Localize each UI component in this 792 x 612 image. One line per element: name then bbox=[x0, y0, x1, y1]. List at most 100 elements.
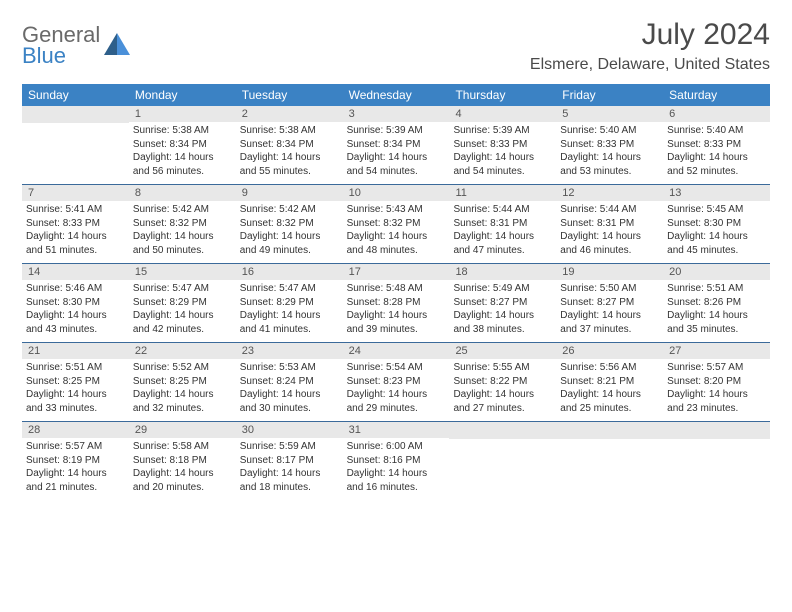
day-number: 11 bbox=[449, 185, 556, 201]
day-details: Sunrise: 5:40 AMSunset: 8:33 PMDaylight:… bbox=[663, 122, 770, 182]
day-details: Sunrise: 5:50 AMSunset: 8:27 PMDaylight:… bbox=[556, 280, 663, 340]
calendar-cell: 13Sunrise: 5:45 AMSunset: 8:30 PMDayligh… bbox=[663, 185, 770, 263]
day-detail-line: Sunset: 8:28 PM bbox=[347, 296, 446, 310]
day-number bbox=[556, 422, 663, 439]
calendar-body: 1Sunrise: 5:38 AMSunset: 8:34 PMDaylight… bbox=[22, 106, 770, 500]
day-detail-line: Sunset: 8:24 PM bbox=[240, 375, 339, 389]
day-number: 22 bbox=[129, 343, 236, 359]
day-detail-line: Daylight: 14 hours bbox=[347, 151, 446, 165]
day-details: Sunrise: 5:45 AMSunset: 8:30 PMDaylight:… bbox=[663, 201, 770, 261]
day-detail-line: Sunset: 8:30 PM bbox=[26, 296, 125, 310]
day-number: 3 bbox=[343, 106, 450, 122]
day-detail-line: and 35 minutes. bbox=[667, 323, 766, 337]
day-detail-line: Sunset: 8:19 PM bbox=[26, 454, 125, 468]
logo-word-blue: Blue bbox=[22, 45, 100, 67]
day-detail-line: and 51 minutes. bbox=[26, 244, 125, 258]
day-number: 25 bbox=[449, 343, 556, 359]
day-details: Sunrise: 5:39 AMSunset: 8:33 PMDaylight:… bbox=[449, 122, 556, 182]
day-number: 31 bbox=[343, 422, 450, 438]
day-detail-line: and 52 minutes. bbox=[667, 165, 766, 179]
day-detail-line: Sunrise: 5:52 AM bbox=[133, 361, 232, 375]
day-details: Sunrise: 5:44 AMSunset: 8:31 PMDaylight:… bbox=[449, 201, 556, 261]
day-details: Sunrise: 5:43 AMSunset: 8:32 PMDaylight:… bbox=[343, 201, 450, 261]
day-number: 26 bbox=[556, 343, 663, 359]
calendar-cell: 11Sunrise: 5:44 AMSunset: 8:31 PMDayligh… bbox=[449, 185, 556, 263]
day-detail-line: and 42 minutes. bbox=[133, 323, 232, 337]
day-detail-line: Sunset: 8:17 PM bbox=[240, 454, 339, 468]
calendar-cell: 9Sunrise: 5:42 AMSunset: 8:32 PMDaylight… bbox=[236, 185, 343, 263]
day-detail-line: Daylight: 14 hours bbox=[26, 467, 125, 481]
day-detail-line: Sunset: 8:25 PM bbox=[26, 375, 125, 389]
day-detail-line: Sunrise: 5:58 AM bbox=[133, 440, 232, 454]
day-detail-line: Daylight: 14 hours bbox=[240, 309, 339, 323]
day-number: 23 bbox=[236, 343, 343, 359]
day-detail-line: Sunrise: 5:39 AM bbox=[347, 124, 446, 138]
day-detail-line: and 43 minutes. bbox=[26, 323, 125, 337]
day-details: Sunrise: 5:48 AMSunset: 8:28 PMDaylight:… bbox=[343, 280, 450, 340]
day-detail-line: Daylight: 14 hours bbox=[26, 388, 125, 402]
day-detail-line: and 30 minutes. bbox=[240, 402, 339, 416]
calendar: SundayMondayTuesdayWednesdayThursdayFrid… bbox=[22, 84, 770, 500]
page-header: General Blue July 2024 Elsmere, Delaware… bbox=[22, 18, 770, 74]
day-detail-line: Sunrise: 5:59 AM bbox=[240, 440, 339, 454]
calendar-cell: 18Sunrise: 5:49 AMSunset: 8:27 PMDayligh… bbox=[449, 264, 556, 342]
day-detail-line: Sunset: 8:31 PM bbox=[453, 217, 552, 231]
calendar-cell: 14Sunrise: 5:46 AMSunset: 8:30 PMDayligh… bbox=[22, 264, 129, 342]
calendar-cell: 22Sunrise: 5:52 AMSunset: 8:25 PMDayligh… bbox=[129, 343, 236, 421]
calendar-cell: 20Sunrise: 5:51 AMSunset: 8:26 PMDayligh… bbox=[663, 264, 770, 342]
day-detail-line: Sunset: 8:33 PM bbox=[453, 138, 552, 152]
calendar-cell: 6Sunrise: 5:40 AMSunset: 8:33 PMDaylight… bbox=[663, 106, 770, 184]
day-detail-line: and 20 minutes. bbox=[133, 481, 232, 495]
day-header: Tuesday bbox=[236, 84, 343, 106]
day-detail-line: Sunrise: 5:46 AM bbox=[26, 282, 125, 296]
day-detail-line: Daylight: 14 hours bbox=[560, 309, 659, 323]
calendar-cell: 21Sunrise: 5:51 AMSunset: 8:25 PMDayligh… bbox=[22, 343, 129, 421]
day-detail-line: Sunset: 8:30 PM bbox=[667, 217, 766, 231]
day-header: Monday bbox=[129, 84, 236, 106]
day-details: Sunrise: 5:41 AMSunset: 8:33 PMDaylight:… bbox=[22, 201, 129, 261]
day-detail-line: Sunset: 8:31 PM bbox=[560, 217, 659, 231]
day-detail-line: and 38 minutes. bbox=[453, 323, 552, 337]
calendar-cell bbox=[556, 422, 663, 500]
day-detail-line: Sunset: 8:22 PM bbox=[453, 375, 552, 389]
day-detail-line: Sunrise: 6:00 AM bbox=[347, 440, 446, 454]
day-detail-line: and 54 minutes. bbox=[453, 165, 552, 179]
day-detail-line: Sunset: 8:32 PM bbox=[240, 217, 339, 231]
day-detail-line: and 29 minutes. bbox=[347, 402, 446, 416]
day-number: 6 bbox=[663, 106, 770, 122]
day-number: 18 bbox=[449, 264, 556, 280]
calendar-cell: 28Sunrise: 5:57 AMSunset: 8:19 PMDayligh… bbox=[22, 422, 129, 500]
day-detail-line: Sunrise: 5:54 AM bbox=[347, 361, 446, 375]
day-number: 19 bbox=[556, 264, 663, 280]
day-detail-line: Sunrise: 5:57 AM bbox=[667, 361, 766, 375]
day-detail-line: and 39 minutes. bbox=[347, 323, 446, 337]
day-detail-line: Daylight: 14 hours bbox=[240, 151, 339, 165]
day-detail-line: Sunrise: 5:42 AM bbox=[240, 203, 339, 217]
day-details: Sunrise: 5:55 AMSunset: 8:22 PMDaylight:… bbox=[449, 359, 556, 419]
day-detail-line: and 46 minutes. bbox=[560, 244, 659, 258]
calendar-cell: 2Sunrise: 5:38 AMSunset: 8:34 PMDaylight… bbox=[236, 106, 343, 184]
day-number: 9 bbox=[236, 185, 343, 201]
day-detail-line: and 32 minutes. bbox=[133, 402, 232, 416]
calendar-cell: 5Sunrise: 5:40 AMSunset: 8:33 PMDaylight… bbox=[556, 106, 663, 184]
day-detail-line: Sunset: 8:23 PM bbox=[347, 375, 446, 389]
day-number: 16 bbox=[236, 264, 343, 280]
day-number: 7 bbox=[22, 185, 129, 201]
calendar-cell: 15Sunrise: 5:47 AMSunset: 8:29 PMDayligh… bbox=[129, 264, 236, 342]
day-number: 10 bbox=[343, 185, 450, 201]
calendar-cell: 31Sunrise: 6:00 AMSunset: 8:16 PMDayligh… bbox=[343, 422, 450, 500]
calendar-row: 14Sunrise: 5:46 AMSunset: 8:30 PMDayligh… bbox=[22, 264, 770, 343]
day-number: 4 bbox=[449, 106, 556, 122]
day-detail-line: Daylight: 14 hours bbox=[133, 388, 232, 402]
day-detail-line: Sunset: 8:32 PM bbox=[347, 217, 446, 231]
day-detail-line: Sunrise: 5:45 AM bbox=[667, 203, 766, 217]
day-detail-line: Sunrise: 5:47 AM bbox=[240, 282, 339, 296]
day-detail-line: and 41 minutes. bbox=[240, 323, 339, 337]
day-detail-line: Sunrise: 5:43 AM bbox=[347, 203, 446, 217]
day-number bbox=[22, 106, 129, 123]
day-details: Sunrise: 6:00 AMSunset: 8:16 PMDaylight:… bbox=[343, 438, 450, 498]
day-details: Sunrise: 5:42 AMSunset: 8:32 PMDaylight:… bbox=[236, 201, 343, 261]
calendar-cell bbox=[449, 422, 556, 500]
day-details: Sunrise: 5:54 AMSunset: 8:23 PMDaylight:… bbox=[343, 359, 450, 419]
day-number: 1 bbox=[129, 106, 236, 122]
